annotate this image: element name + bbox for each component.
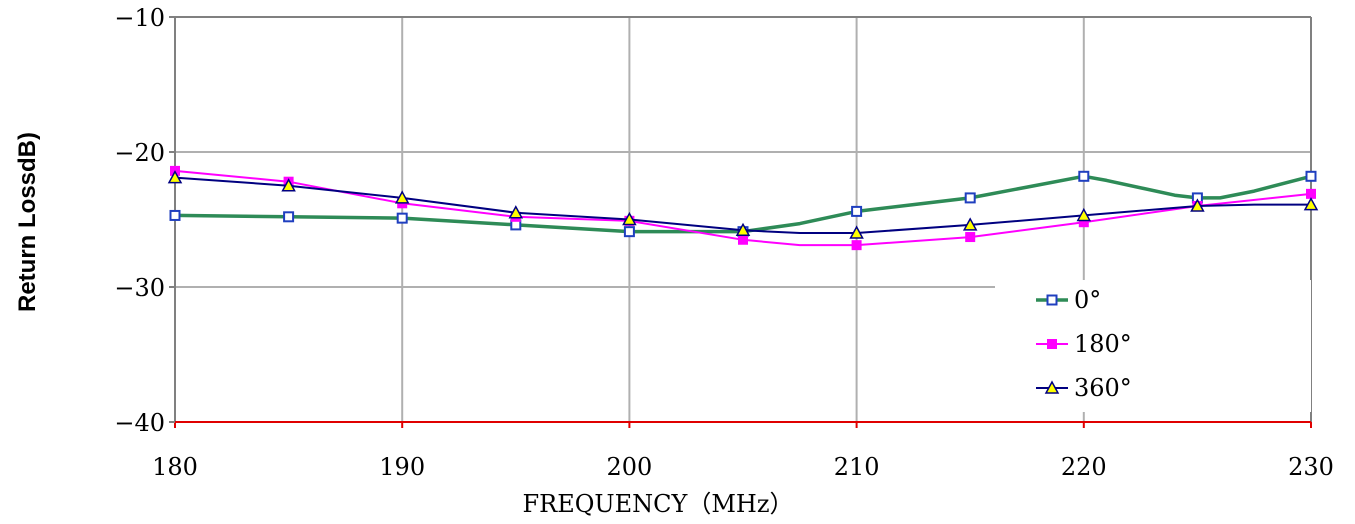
- series-group: [167, 165, 1319, 251]
- marker-triangle: [1076, 207, 1092, 222]
- marker-triangle: [622, 211, 637, 226]
- marker-filled-square: [1306, 188, 1316, 199]
- marker-open-square: [169, 209, 181, 221]
- x-tick-label: 180: [152, 453, 198, 481]
- marker-open-square: [964, 192, 976, 204]
- y-tick-label: −20: [114, 139, 165, 167]
- marker-triangle: [1190, 198, 1205, 212]
- marker-triangle: [962, 217, 978, 231]
- y-tick-label: −40: [114, 409, 165, 437]
- legend: 0° 180° 360°: [995, 280, 1311, 412]
- tick-labels: 180 190 200 210 220 230 −40 −30 −20 −10: [114, 4, 1334, 481]
- marker-triangle: [508, 205, 524, 219]
- legend-entry: 360°: [1036, 374, 1132, 402]
- series-line: [174, 169, 1312, 247]
- x-tick-label: 230: [1288, 453, 1334, 481]
- legend-label: 180°: [1074, 330, 1132, 358]
- marker-open-square: [1078, 170, 1090, 182]
- x-axis-label: FREQUENCY（MHz）: [522, 490, 793, 518]
- marker-filled-square: [851, 240, 862, 251]
- legend-label: 360°: [1074, 374, 1132, 402]
- x-tick-label: 190: [379, 453, 425, 481]
- marker-open-square: [1305, 170, 1317, 182]
- y-tick-label: −10: [114, 4, 165, 32]
- marker-triangle: [1303, 197, 1319, 211]
- marker-triangle: [394, 190, 410, 204]
- marker-triangle: [849, 225, 864, 239]
- x-tick-label: 200: [606, 453, 652, 481]
- x-tick-label: 210: [834, 453, 880, 481]
- plot-frame: [169, 16, 1312, 428]
- legend-label: 0°: [1074, 286, 1101, 314]
- y-tick-label: −30: [114, 274, 165, 302]
- marker-triangle: [735, 222, 751, 237]
- x-tick-label: 220: [1061, 453, 1107, 481]
- marker-triangle: [1044, 380, 1060, 394]
- marker-triangle: [281, 178, 296, 192]
- marker-triangle: [167, 170, 183, 184]
- marker-filled-square: [1047, 339, 1057, 349]
- y-axis-label: Return LossdB): [14, 132, 41, 312]
- marker-open-square: [851, 205, 863, 217]
- marker-filled-square: [965, 232, 976, 243]
- marker-open-square: [396, 212, 408, 224]
- legend-entry: 180°: [1036, 330, 1132, 358]
- marker-filled-square: [738, 234, 748, 245]
- marker-open-square: [623, 226, 635, 238]
- series-2: [167, 170, 1319, 239]
- marker-open-square: [1046, 294, 1058, 306]
- marker-open-square: [283, 211, 295, 223]
- legend-entry: 0°: [1036, 286, 1101, 314]
